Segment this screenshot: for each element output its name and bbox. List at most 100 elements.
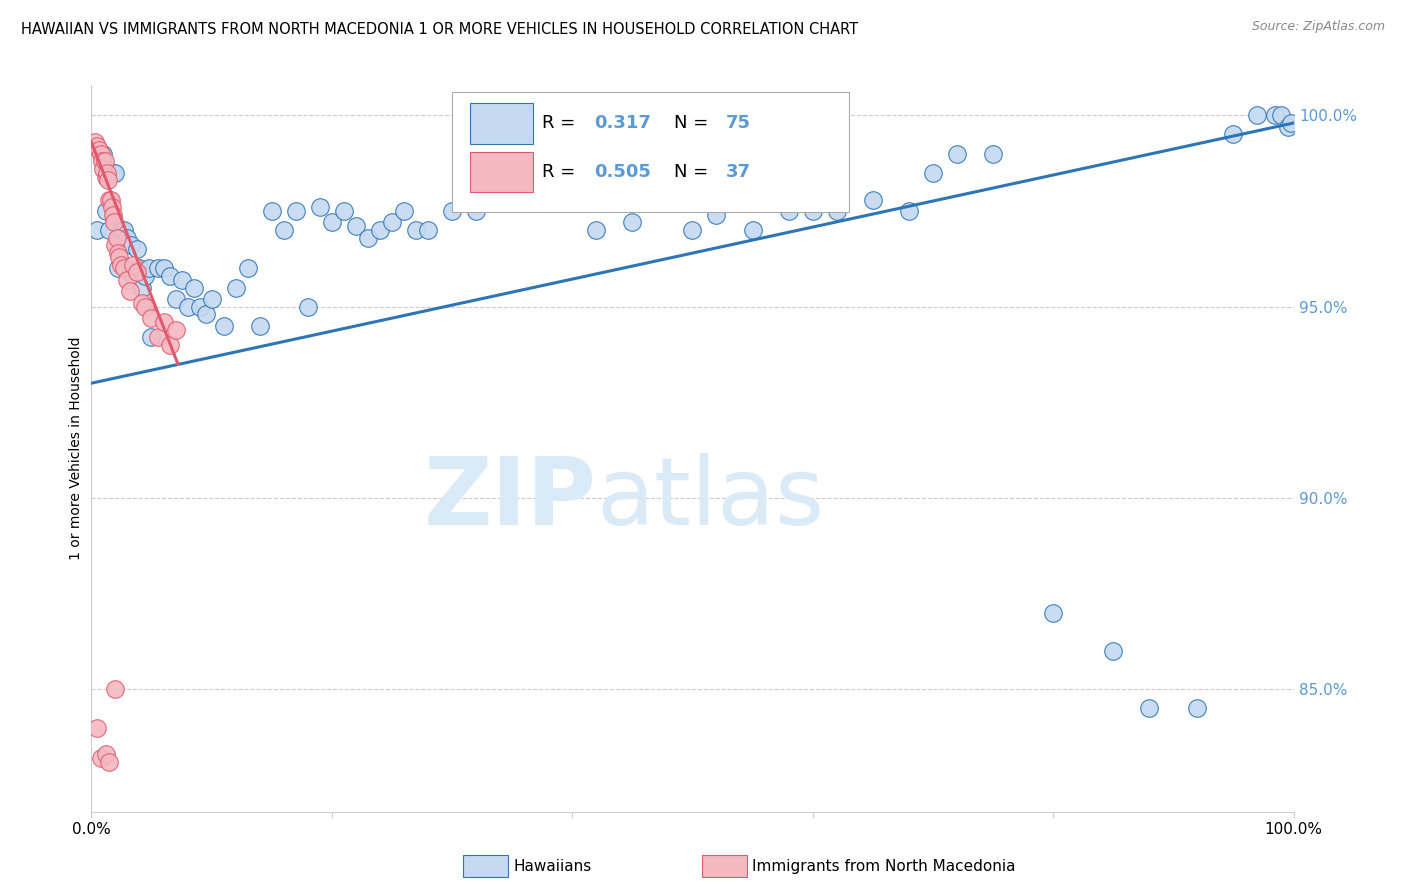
Point (1270, 108, 1292, 122)
Point (104, 238, 127, 252)
Point (681, 223, 703, 237)
Point (86, 721, 108, 735)
Point (344, 219, 367, 234)
Point (537, 166, 560, 180)
Point (110, 223, 132, 237)
Point (1279, 116, 1302, 130)
FancyBboxPatch shape (470, 152, 533, 193)
Point (260, 204, 283, 219)
Point (87, 143, 110, 157)
Point (98, 755, 121, 769)
Point (97, 173, 120, 187)
Point (1187, 701, 1209, 715)
Text: Source: ZipAtlas.com: Source: ZipAtlas.com (1251, 20, 1385, 33)
Point (122, 258, 145, 272)
Point (1137, 701, 1160, 715)
Point (1222, 128, 1244, 142)
Point (131, 296, 153, 310)
Text: 75: 75 (725, 114, 751, 132)
Text: Immigrants from North Macedonia: Immigrants from North Macedonia (752, 859, 1015, 873)
Point (125, 265, 148, 279)
Point (159, 268, 181, 283)
Point (138, 261, 160, 276)
Point (120, 238, 142, 252)
Point (392, 204, 415, 219)
Point (98, 223, 121, 237)
Point (108, 250, 131, 264)
Point (112, 261, 135, 276)
Point (170, 273, 193, 287)
Point (981, 146, 1004, 161)
Point (93, 154, 115, 169)
Text: HAWAIIAN VS IMMIGRANTS FROM NORTH MACEDONIA 1 OR MORE VEHICLES IN HOUSEHOLD CORR: HAWAIIAN VS IMMIGRANTS FROM NORTH MACEDO… (21, 22, 858, 37)
Point (94, 169, 117, 184)
Text: R =: R = (543, 163, 581, 181)
Point (194, 307, 217, 321)
Point (94, 204, 117, 219)
Point (118, 285, 141, 299)
Point (84, 135, 107, 149)
Y-axis label: 1 or more Vehicles in Household: 1 or more Vehicles in Household (69, 336, 83, 560)
Point (706, 208, 728, 222)
Point (86, 223, 108, 237)
Point (741, 223, 763, 237)
Point (90, 146, 112, 161)
Point (897, 204, 920, 219)
Point (134, 300, 156, 314)
Point (1277, 120, 1299, 134)
Point (128, 261, 150, 276)
Text: ZIP: ZIP (423, 453, 596, 545)
Point (1264, 108, 1286, 122)
Point (93, 146, 115, 161)
Point (333, 204, 356, 219)
Point (104, 682, 127, 697)
Point (357, 231, 380, 245)
Point (152, 261, 174, 276)
Point (141, 330, 163, 344)
Point (159, 338, 181, 352)
Point (297, 300, 319, 314)
Point (273, 223, 295, 237)
Point (98, 193, 121, 207)
Point (321, 215, 343, 229)
Point (117, 231, 139, 245)
Point (101, 166, 124, 180)
Point (236, 261, 259, 276)
Point (405, 223, 427, 237)
Point (117, 273, 139, 287)
Point (778, 204, 800, 219)
Point (152, 315, 174, 329)
Point (101, 208, 124, 222)
FancyBboxPatch shape (470, 103, 533, 144)
Point (90, 751, 112, 765)
Text: N =: N = (675, 163, 714, 181)
Text: Hawaiians: Hawaiians (513, 859, 592, 873)
Point (131, 280, 153, 294)
Point (284, 204, 307, 219)
Point (657, 193, 679, 207)
Point (1246, 108, 1268, 122)
Point (621, 215, 644, 229)
Text: 0.505: 0.505 (593, 163, 651, 181)
Point (801, 204, 824, 219)
FancyBboxPatch shape (451, 92, 849, 212)
Point (134, 268, 156, 283)
Point (146, 261, 169, 276)
Text: atlas: atlas (596, 453, 824, 545)
Point (368, 223, 391, 237)
Point (922, 166, 945, 180)
Point (188, 300, 211, 314)
Text: 37: 37 (725, 163, 751, 181)
Point (1102, 644, 1125, 658)
Point (94, 747, 117, 762)
Point (862, 193, 884, 207)
Text: N =: N = (675, 114, 714, 132)
Point (91, 154, 114, 169)
Point (225, 280, 247, 294)
Point (201, 292, 224, 306)
Point (176, 300, 198, 314)
Point (946, 146, 969, 161)
Text: 0.317: 0.317 (593, 114, 651, 132)
Point (165, 323, 187, 337)
Point (212, 318, 235, 333)
